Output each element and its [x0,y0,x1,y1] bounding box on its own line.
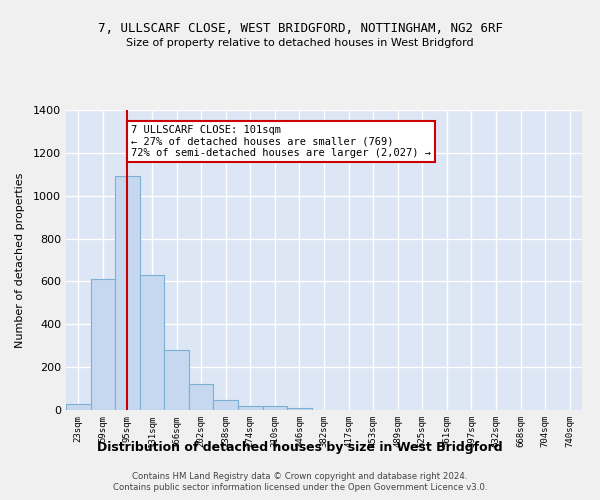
Bar [238,406,263,410]
Bar [91,280,115,410]
Bar [115,176,140,410]
Y-axis label: Number of detached properties: Number of detached properties [14,172,25,348]
Text: Size of property relative to detached houses in West Bridgford: Size of property relative to detached ho… [126,38,474,48]
Bar [287,408,312,410]
Bar [140,275,164,410]
Bar [214,400,238,410]
Text: Distribution of detached houses by size in West Bridgford: Distribution of detached houses by size … [97,441,503,454]
Bar [164,350,189,410]
Bar [66,404,91,410]
Bar [263,406,287,410]
Text: 7, ULLSCARF CLOSE, WEST BRIDGFORD, NOTTINGHAM, NG2 6RF: 7, ULLSCARF CLOSE, WEST BRIDGFORD, NOTTI… [97,22,503,36]
Text: 7 ULLSCARF CLOSE: 101sqm
← 27% of detached houses are smaller (769)
72% of semi-: 7 ULLSCARF CLOSE: 101sqm ← 27% of detach… [131,125,431,158]
Text: Contains public sector information licensed under the Open Government Licence v3: Contains public sector information licen… [113,484,487,492]
Bar [189,384,214,410]
Text: Contains HM Land Registry data © Crown copyright and database right 2024.: Contains HM Land Registry data © Crown c… [132,472,468,481]
